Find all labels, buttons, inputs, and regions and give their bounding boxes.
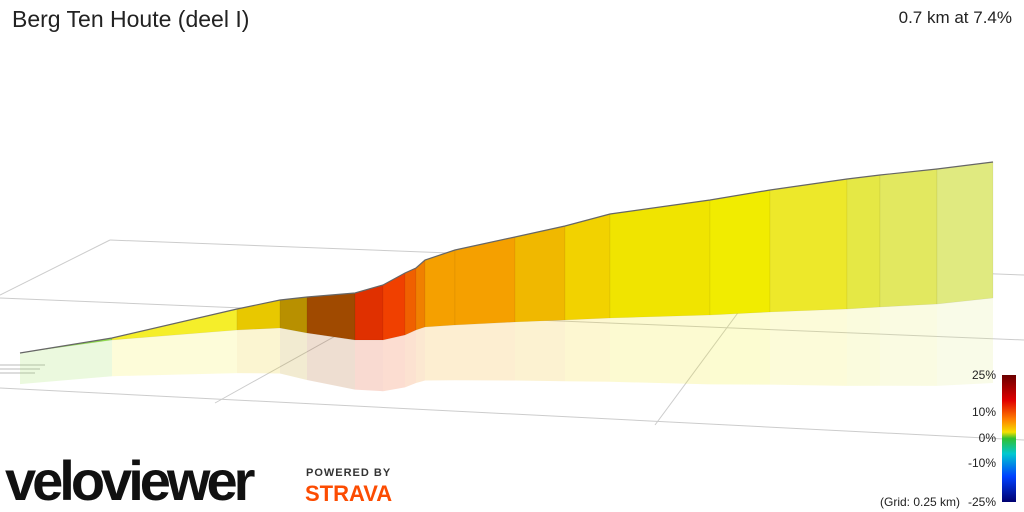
segment-title: Berg Ten Houte (deel I) (12, 6, 250, 32)
reflection (425, 325, 455, 381)
profile-segment (454, 236, 516, 326)
segment-stats: 0.7 km at 7.4% (898, 8, 1012, 27)
reflection (405, 330, 416, 388)
profile-segment (769, 178, 848, 313)
profile-segment (936, 161, 994, 305)
reflection (710, 312, 770, 385)
legend-label: -10% (967, 456, 996, 470)
profile-edge (19, 161, 994, 354)
reflection (847, 307, 880, 386)
profile-segment (354, 284, 384, 341)
reflection (455, 322, 515, 381)
legend-label: 25% (971, 368, 996, 382)
reflection (112, 330, 237, 377)
reflection (880, 304, 937, 386)
grid-note: (Grid: 0.25 km) (880, 495, 961, 509)
profile-segment (709, 189, 771, 316)
profile-segment (846, 174, 881, 310)
powered-by: POWERED BY (306, 467, 392, 479)
reflection (565, 318, 610, 382)
profile-segment (279, 296, 308, 334)
strava-logo: STRAVA (305, 481, 393, 506)
legend-bar (1002, 375, 1016, 502)
legend-label: 0% (978, 431, 996, 445)
reflection (280, 328, 307, 381)
profile-segment (879, 168, 938, 308)
reflection (770, 309, 847, 386)
profile-segment (564, 213, 611, 321)
grid-line (654, 309, 741, 426)
logo: veloviewer (5, 449, 255, 512)
reflection (937, 298, 993, 386)
reflection (307, 333, 355, 390)
profile-segment (415, 259, 426, 331)
reflection (20, 340, 112, 385)
reflection (610, 315, 710, 385)
reflection (383, 335, 405, 392)
reflection (355, 340, 383, 392)
profile-segment (424, 249, 456, 328)
legend-label: -25% (967, 495, 996, 509)
profile-segment (404, 267, 417, 336)
legend-label: 10% (971, 405, 996, 419)
profile-segment (306, 292, 356, 341)
grid-line (0, 239, 111, 296)
grid-line (0, 387, 1024, 441)
reflection (237, 328, 280, 374)
profile-segment (514, 225, 566, 323)
profile-segment (609, 199, 711, 319)
reflection (515, 320, 565, 382)
reflection (416, 327, 425, 384)
